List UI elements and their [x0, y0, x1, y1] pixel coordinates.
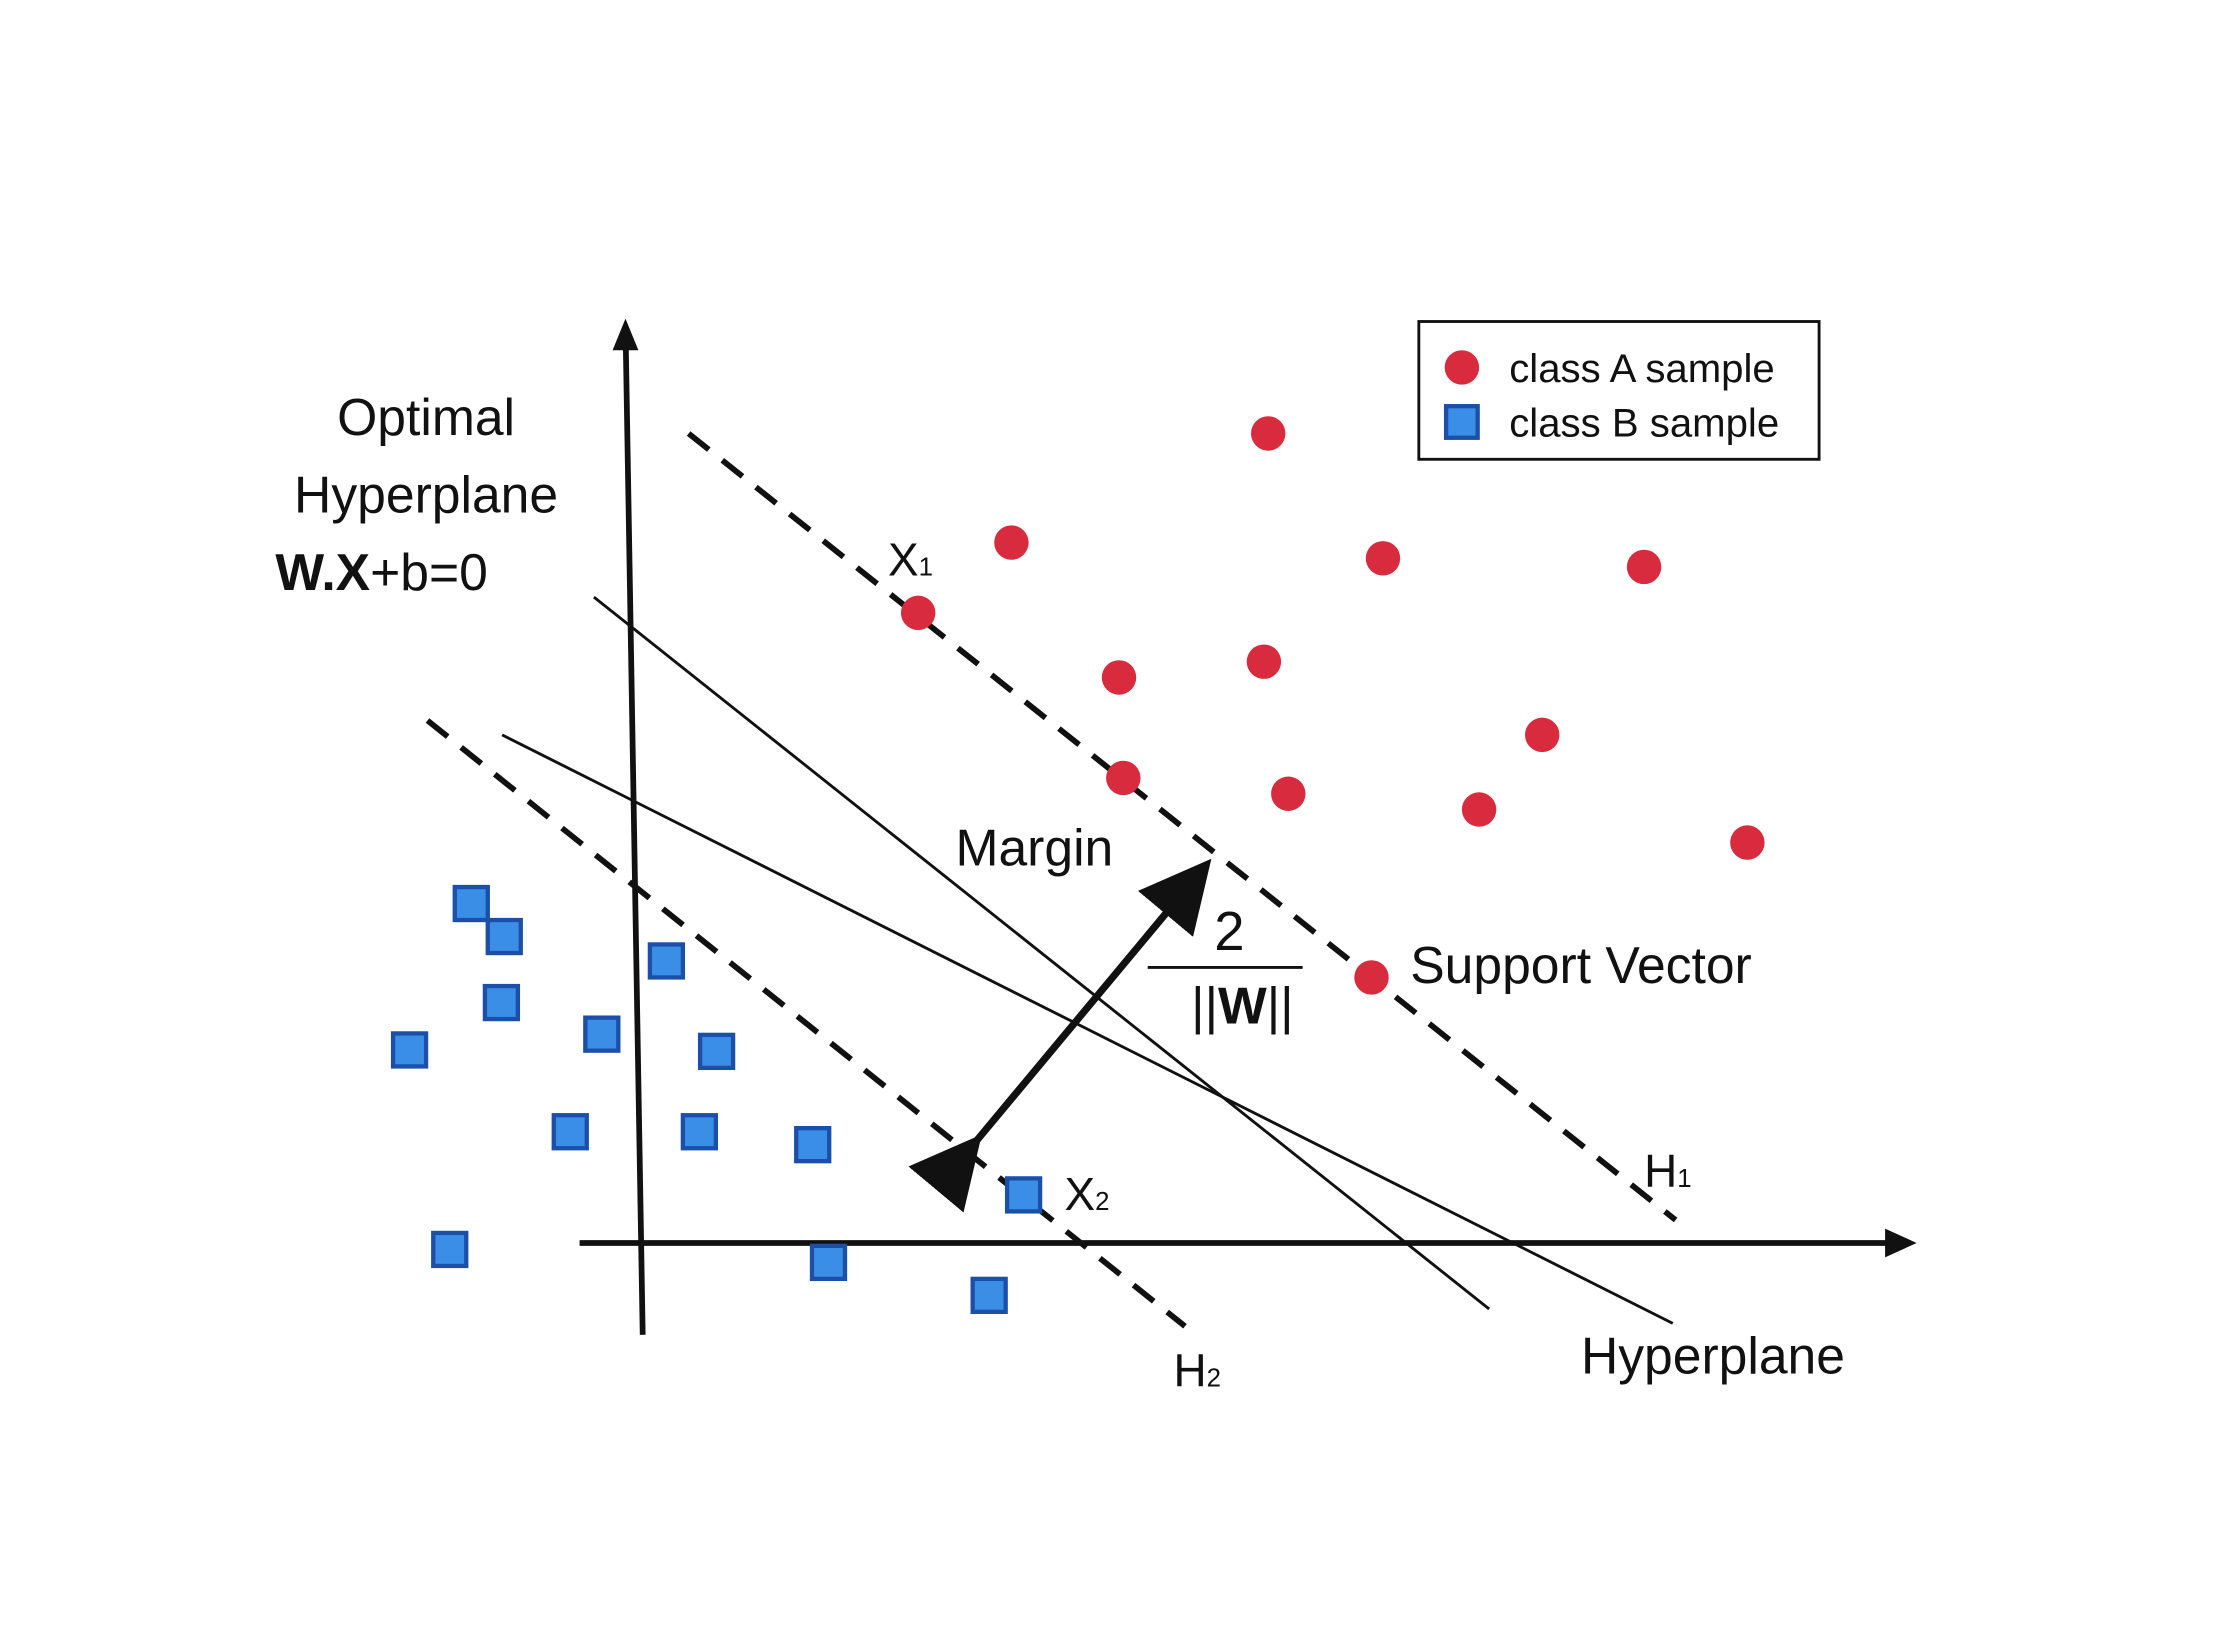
class-b-point: [647, 942, 686, 980]
red-circle-icon: [1444, 350, 1480, 385]
class-b-point: [697, 1032, 736, 1071]
x1-main: X: [888, 534, 919, 586]
y-axis-arrow-icon: [612, 318, 639, 351]
h1-main: H: [1644, 1145, 1677, 1197]
class-b-point: [551, 1113, 589, 1151]
class-b-support-vector: [1004, 1176, 1043, 1214]
margin-arrow: [908, 858, 1212, 1213]
legend-box: [1417, 320, 1821, 461]
norm-w-bold: W: [1218, 976, 1267, 1034]
h2-subscript: 2: [1207, 1365, 1221, 1393]
class-b-point: [680, 1113, 719, 1151]
x2-subscript: 2: [1095, 1188, 1109, 1216]
equation-bold-part: W.X: [275, 543, 370, 601]
x1-label: X1: [888, 534, 933, 586]
class-a-samples: [900, 416, 1765, 995]
class-a-point: [1246, 644, 1282, 679]
h2-main: H: [1174, 1345, 1207, 1397]
support-vector-label: Support Vector: [1410, 936, 1752, 994]
h1-subscript: 1: [1677, 1165, 1691, 1193]
class-b-point: [452, 884, 490, 923]
equation-rest-part: +b=0: [370, 543, 488, 601]
hyperplane-label: Hyperplane: [1581, 1327, 1845, 1385]
h1-label: H1: [1644, 1145, 1692, 1197]
x1-subscript: 1: [919, 554, 933, 582]
x2-label: X2: [1064, 1168, 1109, 1220]
h2-label: H2: [1174, 1345, 1222, 1397]
class-b-point: [482, 983, 521, 1022]
h1-margin-line: [686, 431, 1678, 1223]
x-axis-arrow-icon: [1885, 1228, 1917, 1258]
class-a-point: [1730, 825, 1765, 860]
class-a-point: [1461, 792, 1497, 827]
legend-class-b-label: class B sample: [1509, 400, 1779, 445]
class-a-point: [994, 525, 1029, 560]
class-b-point: [583, 1015, 621, 1053]
class-a-point: [1365, 541, 1401, 576]
hyperplane-equation: W.X+b=0: [275, 543, 487, 601]
norm-bars-right: ||: [1267, 976, 1294, 1034]
class-a-point: [1271, 776, 1306, 811]
class-b-point: [390, 1031, 429, 1069]
x2-main: X: [1064, 1168, 1095, 1220]
legend: class A sample class B sample: [1417, 320, 1821, 461]
class-b-point: [809, 1243, 848, 1282]
blue-square-icon: [1443, 404, 1480, 440]
fraction-numerator: 2: [1214, 901, 1244, 962]
title-line-hyperplane: Hyperplane: [294, 465, 558, 523]
y-axis: [622, 327, 646, 1335]
fraction-denominator: ||W||: [1191, 976, 1293, 1034]
class-a-point: [1106, 760, 1141, 796]
class-b-samples: [390, 884, 1043, 1315]
legend-class-a-label: class A sample: [1509, 346, 1775, 391]
class-a-point: [1250, 416, 1286, 451]
class-a-support-vector: [900, 595, 936, 631]
class-b-point: [485, 917, 523, 956]
class-b-point: [431, 1230, 469, 1269]
class-b-point: [794, 1126, 832, 1164]
margin-label: Margin: [955, 818, 1113, 876]
class-a-point: [1626, 549, 1662, 585]
title-line-optimal: Optimal: [337, 388, 515, 446]
norm-bars-left: ||: [1191, 976, 1218, 1034]
class-a-point: [1101, 660, 1137, 695]
class-a-support-vector: [1354, 960, 1389, 995]
class-a-point: [1524, 717, 1560, 753]
h2-margin-line: [425, 718, 1187, 1329]
class-b-point: [970, 1276, 1008, 1315]
